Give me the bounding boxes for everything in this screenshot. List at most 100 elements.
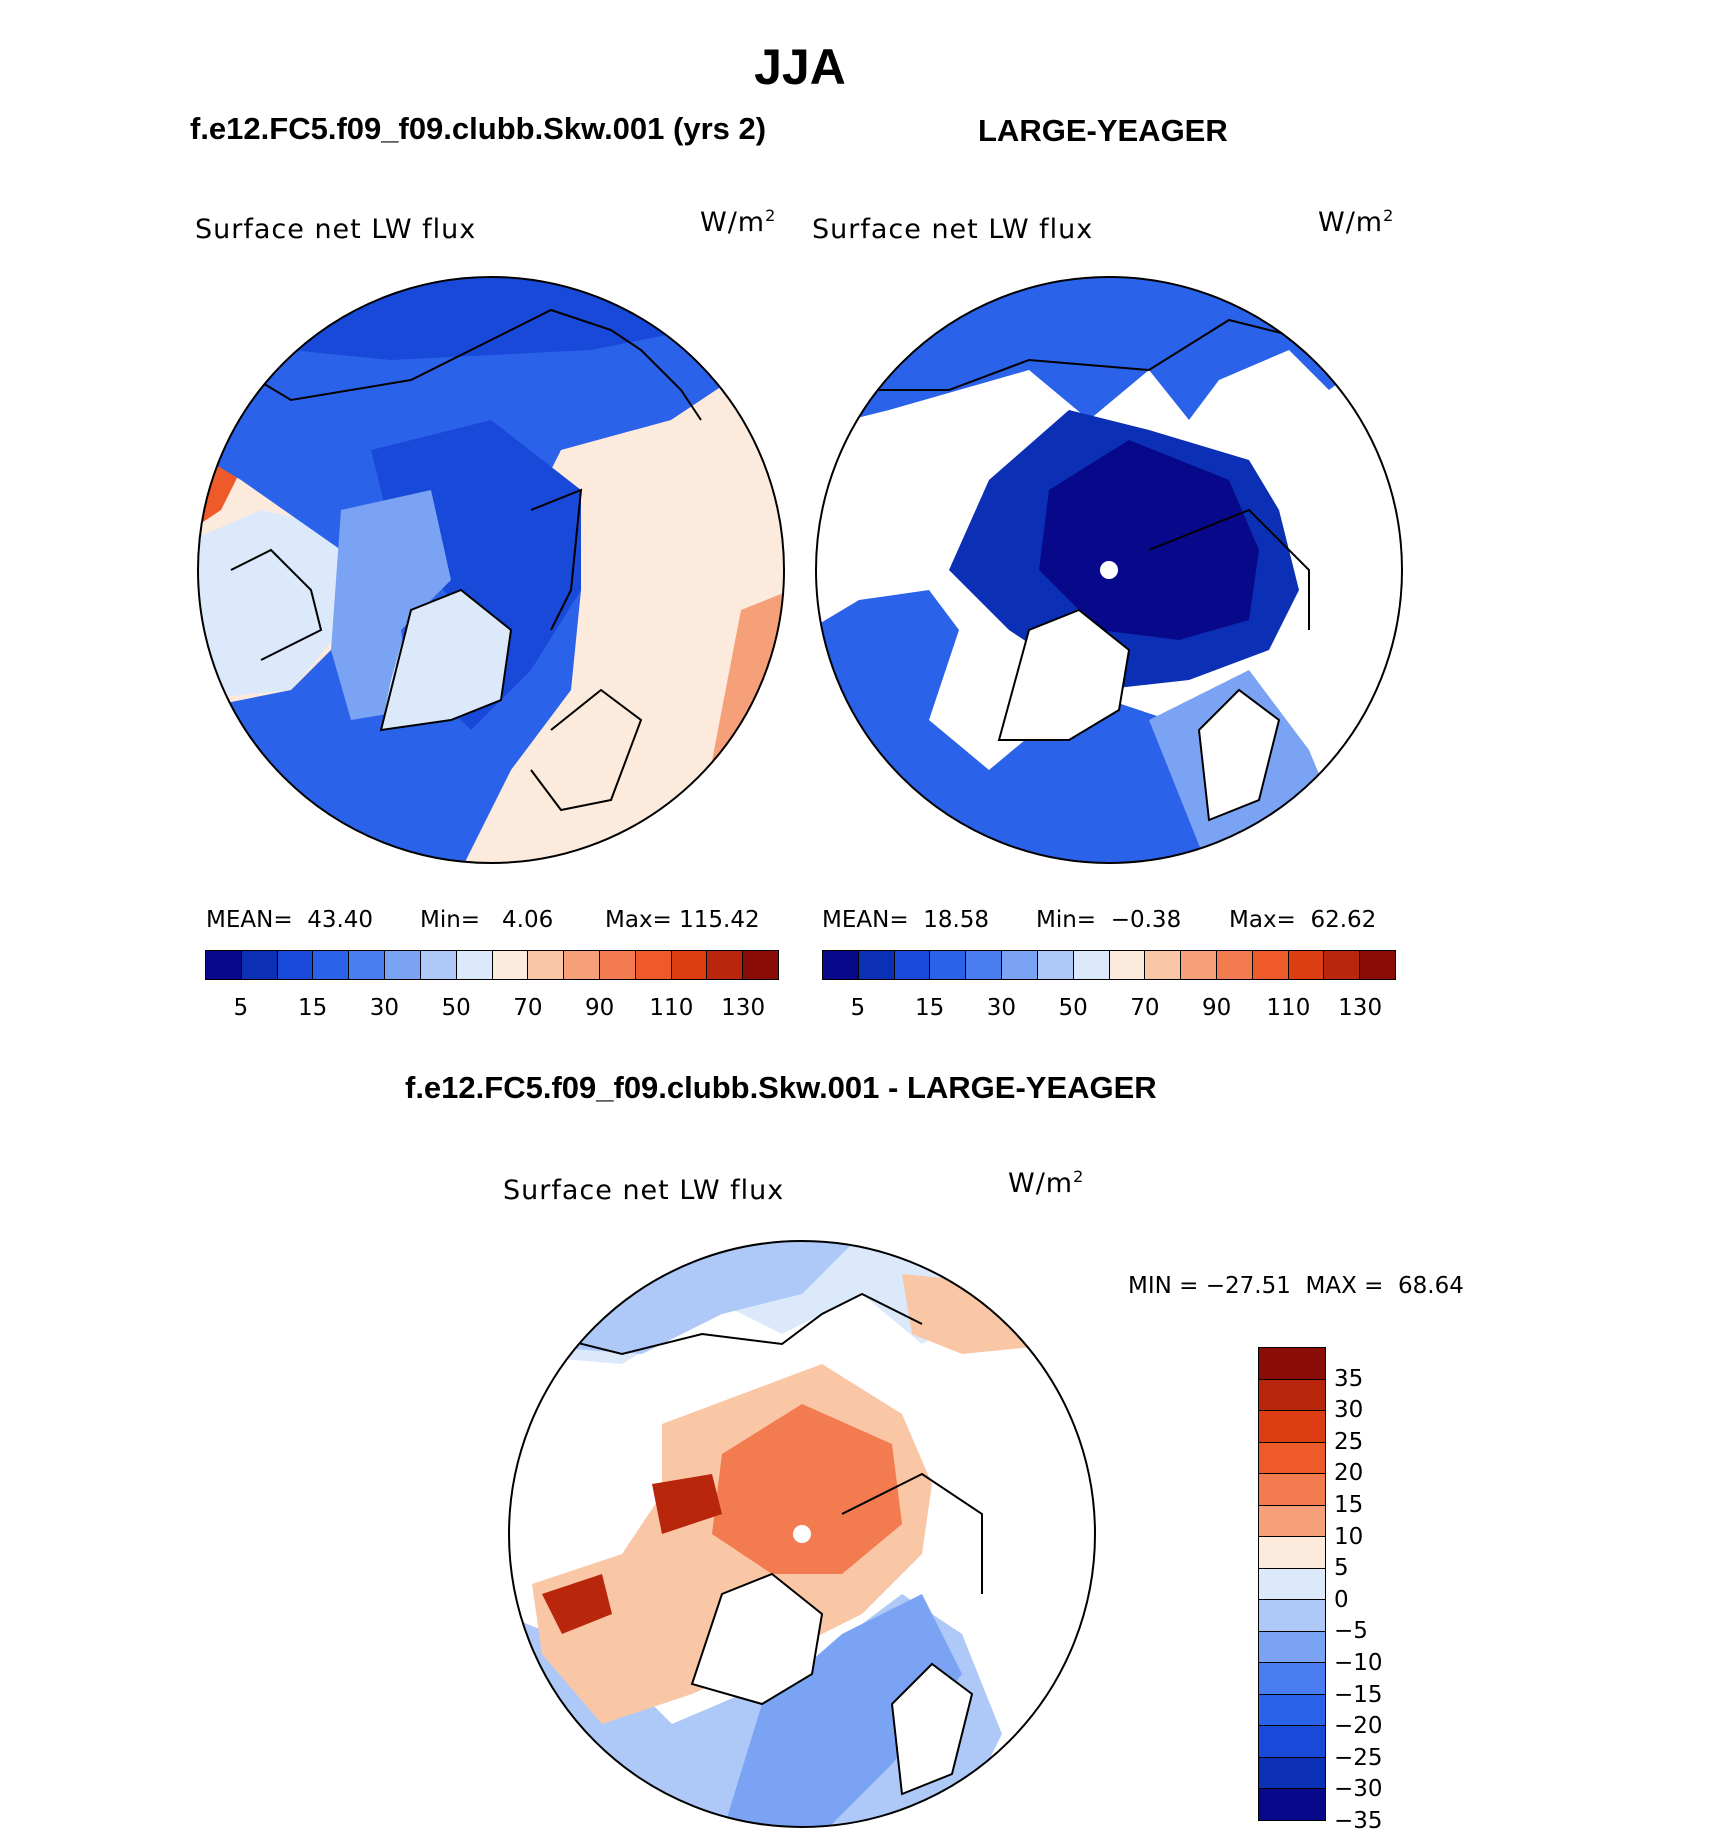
colorbar-tick-label: 10 <box>1334 1523 1364 1550</box>
left-coastline-scandinavia <box>530 688 643 812</box>
colorbar-tick-label: 70 <box>513 995 543 1021</box>
colorbar-swatch <box>966 951 1003 979</box>
left-coastline-north <box>198 308 702 421</box>
left-min-stat: Min= 4.06 <box>420 907 554 933</box>
figure-title: JJA <box>754 39 846 95</box>
left-polar-map <box>197 276 785 864</box>
colorbar-tick-label: 30 <box>1334 1397 1364 1424</box>
diff-map-dark-red-archipelago <box>652 1474 722 1534</box>
colorbar-swatch <box>930 951 967 979</box>
colorbar-swatch <box>385 951 421 979</box>
colorbar-tick-label: 110 <box>649 995 694 1021</box>
colorbar-swatch <box>1259 1537 1325 1569</box>
colorbar-tick-label: 110 <box>1266 995 1311 1021</box>
right-coastline-north <box>829 318 1310 391</box>
colorbar-swatch <box>1216 951 1253 979</box>
colorbar-swatch <box>564 951 600 979</box>
right-units-label: W/m2 <box>1318 206 1395 238</box>
diff-coastline-north <box>541 1292 923 1356</box>
diff-map-border <box>508 1240 1096 1828</box>
colorbar-swatch <box>1288 951 1325 979</box>
colorbar-tick-label: −30 <box>1334 1776 1383 1803</box>
colorbar-tick-label: 15 <box>1334 1492 1364 1518</box>
right-max-stat: Max= 62.62 <box>1229 907 1377 933</box>
colorbar-swatch <box>1259 1379 1325 1412</box>
colorbar-tick-label: 50 <box>441 995 471 1021</box>
colorbar-swatch <box>1259 1474 1325 1506</box>
colorbar-swatch <box>1109 951 1146 979</box>
colorbar-tick-label: 35 <box>1334 1365 1364 1392</box>
right-coastline-greenland <box>997 608 1131 741</box>
left-coastline-greenland <box>379 588 513 732</box>
difference-header: f.e12.FC5.f09_f09.clubb.Skw.001 - LARGE-… <box>405 1070 1157 1105</box>
right-north-pole-marker <box>1100 561 1118 579</box>
colorbar-tick-label: 15 <box>297 995 328 1021</box>
diff-map-atlantic-mid-blue <box>722 1594 962 1827</box>
colorbar-swatch <box>1259 1789 1325 1820</box>
colorbar-tick-label: −15 <box>1334 1681 1383 1708</box>
right-coastline-siberia <box>1148 508 1310 630</box>
colorbar-swatch <box>1259 1411 1325 1443</box>
colorbar-swatch <box>1324 951 1361 979</box>
colorbar-tick-label: 50 <box>1058 995 1088 1021</box>
colorbar-swatch <box>707 951 744 979</box>
diff-coastline-scandinavia <box>890 1662 974 1796</box>
right-min-stat: Min= −0.38 <box>1036 907 1182 933</box>
colorbar-swatch <box>1145 951 1182 979</box>
colorbar-tick-label: 20 <box>1334 1460 1364 1487</box>
colorbar-tick-label: 5 <box>233 995 249 1021</box>
colorbar-swatch <box>1073 951 1110 979</box>
colorbar-tick-label: 90 <box>1201 995 1232 1021</box>
colorbar-swatch <box>823 951 859 979</box>
right-mean-stat: MEAN= 18.58 <box>822 907 990 933</box>
colorbar-swatch <box>1360 951 1395 979</box>
colorbar-tick-label: −25 <box>1334 1744 1383 1771</box>
colorbar-swatch <box>492 951 529 979</box>
left-variable-label: Surface net LW flux <box>195 214 477 245</box>
right-panel-header: LARGE-YEAGER <box>978 113 1228 148</box>
colorbar-tick-label: 90 <box>584 995 615 1021</box>
colorbar-swatch <box>1259 1568 1325 1601</box>
colorbar-swatch <box>206 951 242 979</box>
diff-map-arctic-core <box>712 1404 902 1574</box>
left-map-light-region <box>331 490 451 720</box>
colorbar-swatch <box>894 951 931 979</box>
colorbar-swatch <box>241 951 278 979</box>
colorbar-swatch <box>1259 1348 1325 1380</box>
colorbar-tick-label: 130 <box>721 995 766 1021</box>
colorbar-tick-label: −20 <box>1334 1713 1383 1740</box>
colorbar-tick-label: −5 <box>1334 1618 1368 1645</box>
right-polar-map <box>815 276 1403 864</box>
colorbar-swatch <box>743 951 778 979</box>
colorbar-tick-label: 5 <box>850 995 866 1021</box>
diff-north-pole-marker <box>793 1525 811 1543</box>
right-colorbar <box>822 950 1396 980</box>
right-map-border <box>815 276 1403 864</box>
colorbar-swatch <box>456 951 493 979</box>
colorbar-tick-label: −35 <box>1334 1808 1383 1834</box>
colorbar-swatch <box>1252 951 1289 979</box>
left-max-stat: Max= 115.42 <box>605 907 760 933</box>
colorbar-swatch <box>1259 1442 1325 1475</box>
left-map-border <box>197 276 785 864</box>
colorbar-swatch <box>671 951 708 979</box>
left-map-deep-band <box>198 277 784 360</box>
diff-polar-map <box>508 1240 1096 1828</box>
diff-coastline-siberia <box>841 1472 983 1594</box>
colorbar-swatch <box>1259 1600 1325 1632</box>
colorbar-swatch <box>313 951 350 979</box>
left-coastline-alaska <box>230 548 323 661</box>
colorbar-swatch <box>635 951 672 979</box>
colorbar-swatch <box>599 951 636 979</box>
left-units-label: W/m2 <box>700 206 777 238</box>
diff-units-label: W/m2 <box>1008 1167 1085 1199</box>
colorbar-swatch <box>420 951 457 979</box>
colorbar-swatch <box>1259 1663 1325 1695</box>
colorbar-swatch <box>277 951 314 979</box>
colorbar-swatch <box>1181 951 1217 979</box>
colorbar-tick-label: 5 <box>1334 1555 1349 1582</box>
colorbar-tick-label: 30 <box>986 995 1017 1021</box>
colorbar-tick-label: 70 <box>1130 995 1160 1021</box>
colorbar-swatch <box>1037 951 1074 979</box>
